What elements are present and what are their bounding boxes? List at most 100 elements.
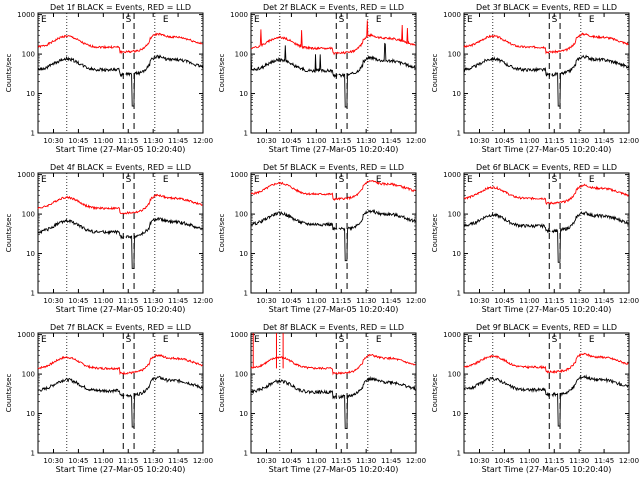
x-tick-label: 11:30	[143, 457, 163, 465]
x-tick-label: 12:00	[406, 457, 426, 465]
panel-title: Det 6f BLACK = Events, RED = LLD	[476, 163, 617, 172]
y-axis-title: Counts/sec	[431, 54, 439, 93]
x-tick-label: 11:15	[544, 457, 564, 465]
x-tick-label: 11:00	[93, 457, 113, 465]
x-tick-label: 12:00	[619, 297, 639, 305]
x-tick-label: 12:00	[193, 457, 213, 465]
event-marker: E	[467, 175, 473, 185]
x-axis-title: Start Time (27-Mar-05 10:20:40)	[56, 305, 186, 314]
detector-panel-7: Det 7f BLACK = Events, RED = LLD 1 10 100 10…	[5, 323, 213, 474]
y-tick-label: 10	[26, 410, 35, 418]
event-marker: E	[163, 175, 169, 185]
event-marker: S	[126, 175, 132, 185]
x-tick-label: 11:15	[331, 137, 351, 145]
event-marker: E	[254, 335, 260, 345]
x-tick-label: 12:00	[406, 297, 426, 305]
y-axis-title: Counts/sec	[431, 214, 439, 253]
event-marker: E	[376, 335, 382, 345]
y-tick-label: 1000	[443, 11, 461, 19]
x-tick-label: 11:30	[143, 137, 163, 145]
x-tick-label: 11:30	[569, 137, 589, 145]
y-tick-label: 1	[457, 450, 461, 458]
x-tick-label: 11:00	[93, 137, 113, 145]
y-tick-label: 100	[448, 371, 461, 379]
x-tick-label: 12:00	[406, 137, 426, 145]
x-tick-label: 11:15	[331, 297, 351, 305]
x-axis-title: Start Time (27-Mar-05 10:20:40)	[269, 145, 399, 154]
y-axis-title: Counts/sec	[218, 54, 226, 93]
event-marker: E	[589, 15, 595, 25]
plot-frame	[37, 332, 204, 454]
y-axis-title: Counts/sec	[218, 374, 226, 413]
y-tick-label: 1	[31, 290, 35, 298]
x-axis-title: Start Time (27-Mar-05 10:20:40)	[482, 145, 612, 154]
event-rate-line	[250, 375, 416, 429]
x-tick-label: 11:30	[356, 457, 376, 465]
x-tick-label: 10:45	[494, 297, 514, 305]
event-marker: E	[41, 175, 47, 185]
detector-panel-4: Det 4f BLACK = Events, RED = LLD 1 10 100 10…	[5, 163, 213, 314]
x-tick-label: 11:15	[118, 297, 138, 305]
event-marker: S	[339, 15, 345, 25]
y-tick-label: 1	[457, 290, 461, 298]
y-axis-title: Counts/sec	[218, 214, 226, 253]
x-tick-label: 11:15	[118, 457, 138, 465]
x-tick-label: 11:00	[306, 137, 326, 145]
detector-panel-5: Det 5f BLACK = Events, RED = LLD 1 10 100 10…	[218, 163, 426, 314]
panel-title: Det 9f BLACK = Events, RED = LLD	[476, 323, 617, 332]
y-tick-label: 1	[31, 130, 35, 138]
y-tick-label: 100	[235, 211, 248, 219]
event-marker: E	[467, 335, 473, 345]
y-tick-label: 1	[457, 130, 461, 138]
y-tick-label: 1000	[230, 11, 248, 19]
y-tick-label: 10	[452, 250, 461, 258]
x-tick-label: 10:45	[68, 297, 88, 305]
x-tick-label: 10:30	[43, 137, 63, 145]
x-tick-label: 11:45	[381, 457, 401, 465]
saturation-spike	[252, 333, 284, 369]
x-tick-label: 10:30	[469, 137, 489, 145]
x-axis-title: Start Time (27-Mar-05 10:20:40)	[269, 305, 399, 314]
x-tick-label: 10:45	[281, 297, 301, 305]
x-tick-label: 11:45	[381, 297, 401, 305]
plot-frame	[37, 172, 204, 294]
event-marker: E	[163, 15, 169, 25]
detector-panel-6: Det 6f BLACK = Events, RED = LLD 1 10 100 10…	[431, 163, 639, 314]
y-tick-label: 100	[22, 371, 35, 379]
event-rate-line	[37, 54, 203, 107]
lld-rate-line	[463, 352, 629, 374]
lld-rate-line	[37, 32, 203, 55]
lld-rate-line	[37, 353, 203, 376]
x-tick-label: 11:15	[118, 137, 138, 145]
x-tick-label: 10:45	[68, 457, 88, 465]
event-marker: E	[163, 335, 169, 345]
x-tick-label: 11:00	[306, 297, 326, 305]
y-tick-label: 100	[22, 51, 35, 59]
y-tick-label: 1	[31, 450, 35, 458]
plot-frame	[463, 332, 630, 454]
x-tick-label: 11:30	[356, 137, 376, 145]
plot-frame	[250, 332, 417, 454]
x-tick-label: 12:00	[619, 137, 639, 145]
event-marker: E	[467, 15, 473, 25]
plot-frame	[250, 172, 417, 294]
plot-frame	[463, 172, 630, 294]
x-axis-title: Start Time (27-Mar-05 10:20:40)	[269, 465, 399, 474]
x-tick-label: 11:00	[306, 457, 326, 465]
x-tick-label: 11:15	[544, 137, 564, 145]
detector-panel-8: Det 8f BLACK = Events, RED = LLD 1 10 100 10…	[218, 323, 426, 474]
panel-title: Det 1f BLACK = Events, RED = LLD	[50, 3, 191, 12]
x-tick-label: 11:30	[569, 297, 589, 305]
event-rate-line	[463, 374, 629, 427]
y-tick-label: 10	[26, 250, 35, 258]
y-tick-label: 100	[22, 211, 35, 219]
x-axis-title: Start Time (27-Mar-05 10:20:40)	[56, 145, 186, 154]
y-axis-title: Counts/sec	[5, 214, 13, 253]
x-tick-label: 11:30	[569, 457, 589, 465]
event-marker: S	[552, 175, 558, 185]
x-tick-label: 12:00	[193, 297, 213, 305]
x-tick-label: 12:00	[193, 137, 213, 145]
x-tick-label: 10:30	[43, 457, 63, 465]
x-tick-label: 11:00	[519, 297, 539, 305]
x-tick-label: 12:00	[619, 457, 639, 465]
